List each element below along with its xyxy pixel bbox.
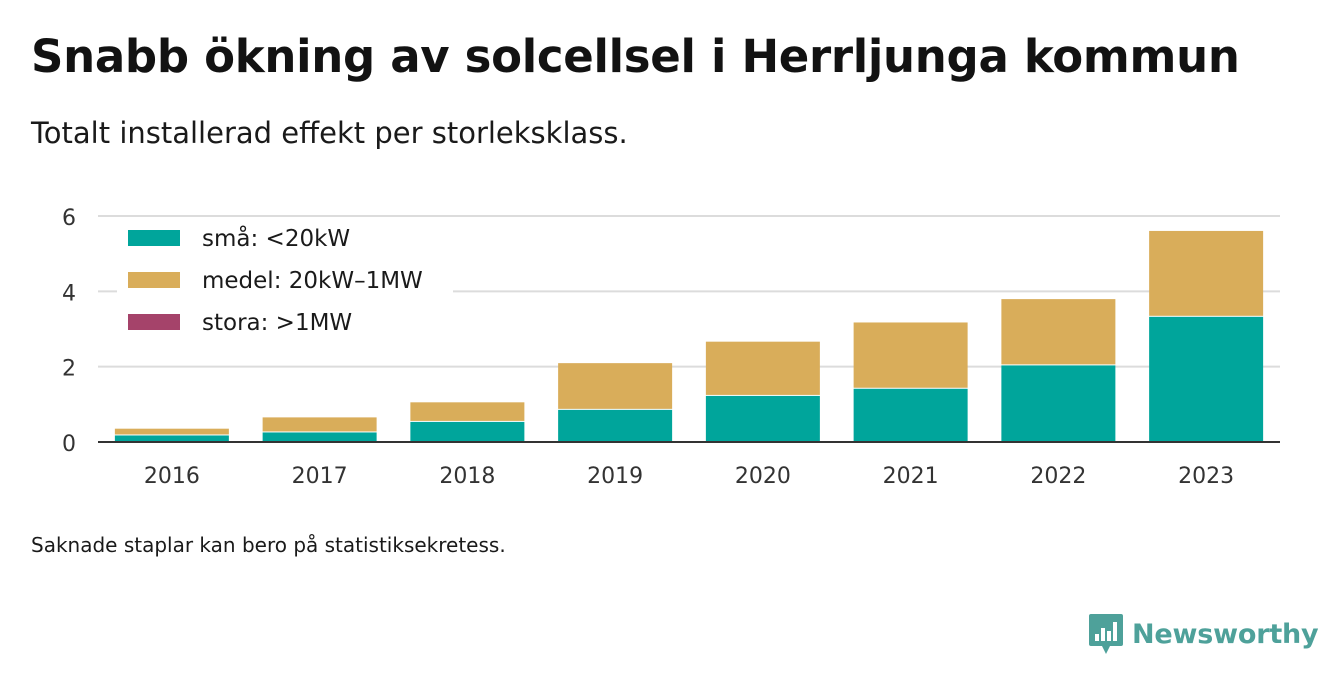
bar-segment-2021-0 bbox=[853, 388, 968, 442]
bar-segment-2019-0 bbox=[558, 409, 673, 442]
bar-segment-2017-0 bbox=[262, 432, 377, 442]
legend-swatch bbox=[128, 314, 180, 330]
chart-subtitle: Totalt installerad effekt per storlekskl… bbox=[31, 116, 628, 150]
footnote: Saknade staplar kan bero på statistiksek… bbox=[31, 533, 506, 557]
bar-segment-2023-1 bbox=[1149, 230, 1264, 316]
legend-swatch bbox=[128, 230, 180, 246]
y-tick-label: 6 bbox=[62, 206, 76, 231]
x-tick-label: 2018 bbox=[439, 464, 495, 489]
y-tick-label: 4 bbox=[62, 281, 76, 306]
y-tick-label: 2 bbox=[62, 357, 76, 382]
x-tick-label: 2021 bbox=[883, 464, 939, 489]
bar-segment-2020-0 bbox=[705, 395, 820, 442]
bar-segment-2022-0 bbox=[1001, 365, 1116, 442]
bar-segment-2020-1 bbox=[705, 341, 820, 395]
legend-label: stora: >1MW bbox=[202, 310, 352, 336]
y-tick-label: 0 bbox=[62, 432, 76, 457]
bar-segment-2016-0 bbox=[114, 435, 229, 442]
chart-title: Snabb ökning av solcellsel i Herrljunga … bbox=[31, 30, 1240, 83]
brand-name: Newsworthy bbox=[1132, 618, 1319, 650]
legend-label: medel: 20kW–1MW bbox=[202, 268, 423, 294]
x-tick-label: 2017 bbox=[292, 464, 348, 489]
bar-segment-2022-1 bbox=[1001, 299, 1116, 365]
bar-segment-2017-1 bbox=[262, 417, 377, 432]
bar-segment-2018-1 bbox=[410, 402, 525, 421]
x-tick-label: 2019 bbox=[587, 464, 643, 489]
bar-segment-2019-1 bbox=[558, 363, 673, 409]
newsworthy-brand: Newsworthy bbox=[1088, 612, 1319, 656]
x-tick-label: 2022 bbox=[1030, 464, 1086, 489]
x-tick-label: 2016 bbox=[144, 464, 200, 489]
bar-segment-2021-1 bbox=[853, 322, 968, 388]
legend-label: små: <20kW bbox=[202, 224, 350, 252]
bar-segment-2023-0 bbox=[1149, 316, 1264, 442]
bar-segment-2018-0 bbox=[410, 421, 525, 442]
x-tick-label: 2020 bbox=[735, 464, 791, 489]
legend-swatch bbox=[128, 272, 180, 288]
newsworthy-logo-icon bbox=[1089, 614, 1123, 654]
bar-segment-2016-1 bbox=[114, 428, 229, 435]
x-tick-label: 2023 bbox=[1178, 464, 1234, 489]
